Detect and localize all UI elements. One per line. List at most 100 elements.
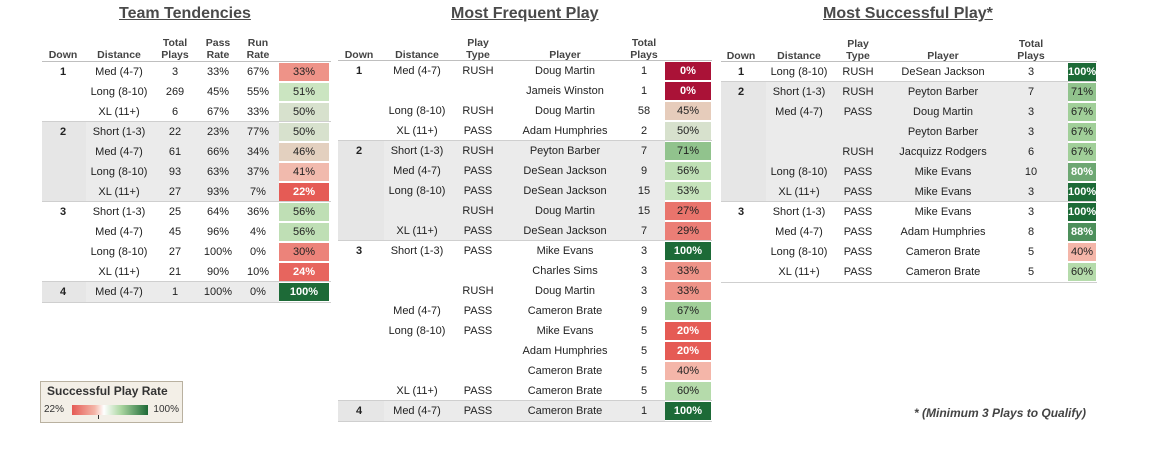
group-divider — [721, 201, 1097, 202]
table-row: Med (4-7) PASS Cameron Brate 9 67% — [338, 301, 712, 321]
column-header: Play Type — [846, 38, 870, 62]
table-row: Long (8-10) RUSH Doug Martin 58 45% — [338, 101, 712, 121]
success-rate-cell: 24% — [279, 263, 329, 281]
success-rate-cell: 22% — [279, 183, 329, 201]
row-stripe — [86, 82, 279, 102]
cell-distance: XL (11+) — [396, 125, 438, 137]
table-row: Long (8-10) 269 45% 55% 51% — [42, 82, 331, 102]
row-stripe — [384, 81, 665, 101]
cell-distance: XL (11+) — [98, 266, 140, 278]
table-row: XL (11+) PASS Mike Evans 3 100% — [721, 182, 1097, 202]
success-rate-cell: 20% — [665, 322, 711, 340]
cell-down: 4 — [355, 405, 363, 417]
table-row: XL (11+) PASS DeSean Jackson 7 29% — [338, 221, 712, 241]
row-stripe — [721, 62, 766, 82]
cell-distance: Long (8-10) — [770, 166, 828, 178]
row-stripe — [384, 121, 665, 141]
row-stripe — [338, 341, 384, 361]
cell-distance: Long (8-10) — [90, 86, 148, 98]
cell-run: 33% — [246, 106, 270, 118]
cell-distance: XL (11+) — [778, 186, 820, 198]
cell-pass: 64% — [206, 206, 230, 218]
cell-distance: Med (4-7) — [393, 305, 441, 317]
cell-run: 0% — [250, 246, 266, 258]
row-stripe — [721, 102, 766, 122]
table-row: Med (4-7) PASS Adam Humphries 8 88% — [721, 222, 1097, 242]
success-rate-cell: 71% — [665, 142, 711, 160]
cell-type: RUSH — [462, 145, 494, 157]
row-stripe — [338, 161, 384, 181]
column-header: Distance — [777, 50, 821, 62]
cell-player: Jameis Winston — [526, 85, 604, 97]
row-stripe — [384, 321, 665, 341]
cell-player: Mike Evans — [914, 206, 972, 218]
success-rate-cell: 88% — [1068, 223, 1096, 241]
row-stripe — [721, 142, 766, 162]
cell-run: 36% — [246, 206, 270, 218]
cell-plays: 10 — [1024, 166, 1038, 178]
row-stripe — [338, 281, 384, 301]
cell-distance: Short (1-3) — [92, 126, 146, 138]
row-stripe — [42, 242, 86, 262]
cell-distance: Med (4-7) — [95, 226, 143, 238]
cell-pass: 100% — [203, 286, 233, 298]
cell-type: PASS — [843, 246, 873, 258]
cell-type: RUSH — [842, 146, 874, 158]
cell-player: Peyton Barber — [907, 126, 979, 138]
legend-gradient-bar — [72, 405, 148, 415]
cell-distance: Long (8-10) — [388, 105, 446, 117]
cell-down: 4 — [59, 286, 67, 298]
cell-plays: 27 — [168, 246, 182, 258]
cell-distance: Long (8-10) — [770, 66, 828, 78]
cell-plays: 1 — [640, 65, 648, 77]
row-stripe — [42, 122, 86, 142]
table-row: Med (4-7) PASS Doug Martin 3 67% — [721, 102, 1097, 122]
cell-player: Cameron Brate — [905, 266, 981, 278]
success-rate-cell: 100% — [279, 283, 329, 301]
cell-distance: Med (4-7) — [393, 65, 441, 77]
cell-type: PASS — [463, 305, 493, 317]
cell-pass: 67% — [206, 106, 230, 118]
success-rate-cell: 50% — [665, 122, 711, 140]
row-stripe — [721, 242, 766, 262]
cell-type: PASS — [463, 185, 493, 197]
cell-down: 3 — [355, 245, 363, 257]
row-stripe — [42, 202, 86, 222]
cell-plays: 2 — [640, 125, 648, 137]
column-header: Distance — [395, 49, 439, 61]
group-divider — [721, 81, 1097, 82]
cell-plays: 3 — [640, 265, 648, 277]
cell-pass: 63% — [206, 166, 230, 178]
row-stripe — [721, 202, 766, 222]
success-rate-cell: 51% — [279, 83, 329, 101]
cell-plays: 3 — [1027, 186, 1035, 198]
column-header: Down — [48, 49, 78, 61]
cell-plays: 3 — [1027, 66, 1035, 78]
column-header: Player — [927, 50, 959, 62]
cell-plays: 22 — [168, 126, 182, 138]
row-stripe — [384, 341, 665, 361]
section-title: Most Frequent Play — [451, 5, 599, 22]
cell-player: Doug Martin — [535, 65, 595, 77]
success-rate-cell: 71% — [1068, 83, 1096, 101]
cell-distance: Short (1-3) — [390, 245, 444, 257]
cell-distance: Short (1-3) — [772, 86, 826, 98]
cell-distance: XL (11+) — [98, 106, 140, 118]
success-rate-cell: 67% — [665, 302, 711, 320]
color-legend: Successful Play Rate 22% 100% — [40, 381, 183, 423]
row-stripe — [384, 61, 665, 81]
success-rate-cell: 29% — [665, 222, 711, 240]
row-stripe — [766, 122, 1068, 142]
table-row: 2 Short (1-3) RUSH Peyton Barber 7 71% — [721, 82, 1097, 102]
cell-player: Doug Martin — [535, 285, 595, 297]
cell-down: 1 — [737, 66, 745, 78]
column-header: Down — [726, 50, 756, 62]
cell-plays: 7 — [1027, 86, 1035, 98]
cell-player: Cameron Brate — [905, 246, 981, 258]
success-rate-cell: 100% — [1068, 183, 1096, 201]
cell-distance: Med (4-7) — [95, 146, 143, 158]
table-row: Med (4-7) 45 96% 4% 56% — [42, 222, 331, 242]
cell-plays: 7 — [640, 145, 648, 157]
cell-plays: 5 — [1027, 246, 1035, 258]
cell-run: 67% — [246, 66, 270, 78]
